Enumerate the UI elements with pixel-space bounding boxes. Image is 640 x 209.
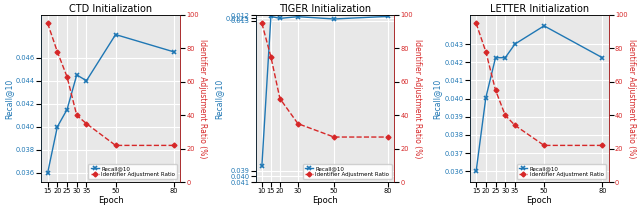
Identifier Adjustment Ratio [112,144,120,147]
Title: TIGER Initialization: TIGER Initialization [279,4,371,14]
Recall@10 [598,56,606,59]
Identifier Adjustment Ratio [501,114,509,117]
Recall@10 [73,74,81,76]
Identifier Adjustment Ratio [54,51,61,53]
X-axis label: Epoch: Epoch [526,196,552,205]
Recall@10 [472,170,480,173]
Recall@10 [63,108,71,111]
Identifier Adjustment Ratio [511,124,519,127]
Line: Identifier Adjustment Ratio: Identifier Adjustment Ratio [260,22,390,139]
Legend: Recall@10, Identifier Adjustment Ratio: Recall@10, Identifier Adjustment Ratio [517,164,606,179]
Line: Recall@10: Recall@10 [259,14,390,168]
Identifier Adjustment Ratio [63,76,71,78]
Y-axis label: Recall@10: Recall@10 [4,78,13,119]
Recall@10 [170,51,178,53]
Identifier Adjustment Ratio [472,22,480,25]
Identifier Adjustment Ratio [73,114,81,117]
Identifier Adjustment Ratio [258,22,266,25]
Identifier Adjustment Ratio [44,22,51,25]
Recall@10 [482,96,490,99]
Legend: Recall@10, Identifier Adjustment Ratio: Recall@10, Identifier Adjustment Ratio [88,164,177,179]
Identifier Adjustment Ratio [384,136,392,138]
Recall@10 [258,165,266,167]
Y-axis label: Recall@10: Recall@10 [433,78,442,119]
Recall@10 [540,25,548,27]
Identifier Adjustment Ratio [294,122,302,125]
Line: Recall@10: Recall@10 [45,32,176,175]
Line: Recall@10: Recall@10 [474,23,605,174]
Recall@10 [44,172,51,174]
Y-axis label: Identifier Adjustment Ratio (%): Identifier Adjustment Ratio (%) [198,39,207,158]
Recall@10 [54,126,61,128]
Recall@10 [492,56,499,59]
Y-axis label: Recall@10: Recall@10 [214,78,223,119]
Identifier Adjustment Ratio [330,136,338,138]
Y-axis label: Identifier Adjustment Ratio (%): Identifier Adjustment Ratio (%) [627,39,636,158]
Recall@10 [330,18,338,20]
Title: LETTER Initialization: LETTER Initialization [490,4,589,14]
Recall@10 [267,15,275,18]
X-axis label: Epoch: Epoch [312,196,338,205]
Line: Identifier Adjustment Ratio: Identifier Adjustment Ratio [46,22,175,147]
Recall@10 [501,56,509,59]
Identifier Adjustment Ratio [276,97,284,100]
Recall@10 [276,17,284,20]
Recall@10 [83,79,90,82]
Identifier Adjustment Ratio [540,144,548,147]
Identifier Adjustment Ratio [267,56,275,58]
Recall@10 [384,15,392,18]
Recall@10 [112,33,120,36]
Identifier Adjustment Ratio [170,144,178,147]
Title: CTD Initialization: CTD Initialization [69,4,152,14]
Identifier Adjustment Ratio [83,122,90,125]
Identifier Adjustment Ratio [598,144,606,147]
Line: Identifier Adjustment Ratio: Identifier Adjustment Ratio [474,22,604,147]
Identifier Adjustment Ratio [482,51,490,53]
Legend: Recall@10, Identifier Adjustment Ratio: Recall@10, Identifier Adjustment Ratio [303,164,392,179]
Identifier Adjustment Ratio [492,89,499,92]
Recall@10 [294,15,302,18]
Y-axis label: Identifier Adjustment Ratio (%): Identifier Adjustment Ratio (%) [413,39,422,158]
X-axis label: Epoch: Epoch [98,196,124,205]
Recall@10 [511,43,519,45]
